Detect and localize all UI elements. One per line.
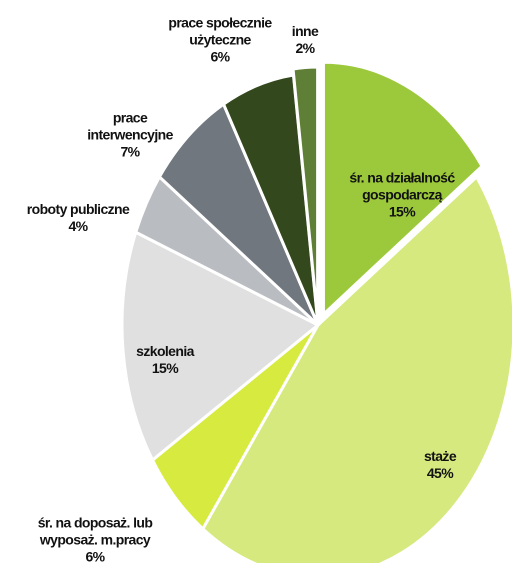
pie-slice [321, 60, 484, 318]
pie-slice [120, 230, 321, 463]
label-text: śr. na doposaż. lub wyposaż. m.pracy [37, 514, 153, 548]
label-text: szkolenia [136, 343, 194, 359]
slice-label: prace interwencyjne 7% [75, 110, 185, 161]
label-text: staże [423, 448, 457, 464]
label-text: prace interwencyjne [87, 109, 173, 143]
slice-label: śr. na doposaż. lub wyposaż. m.pracy 6% [8, 515, 183, 563]
slice-label: prace społecznie użyteczne 6% [145, 15, 295, 66]
label-text: roboty publiczne [26, 201, 130, 217]
label-text: prace społecznie użyteczne [168, 14, 272, 48]
label-text: 6% [210, 48, 230, 65]
slice-label: roboty publiczne 4% [3, 201, 153, 235]
label-text: 6% [85, 548, 105, 563]
label-text: 15% [388, 203, 416, 220]
label-text: 7% [120, 143, 140, 160]
label-text: 4% [68, 218, 88, 234]
label-text: śr. na działalność gospodarczą [349, 169, 455, 203]
pie-slice [157, 101, 320, 327]
pie-slice [200, 174, 512, 563]
pie-slice [291, 65, 320, 320]
slice-label: staże 45% [400, 448, 480, 482]
label-text: inne [291, 23, 319, 39]
label-text: 45% [426, 465, 454, 481]
slice-label: inne 2% [280, 23, 330, 57]
label-text: 15% [151, 360, 179, 376]
label-text: 2% [295, 40, 315, 56]
slice-label: szkolenia 15% [120, 343, 210, 377]
slice-label: śr. na działalność gospodarczą 15% [332, 170, 472, 221]
